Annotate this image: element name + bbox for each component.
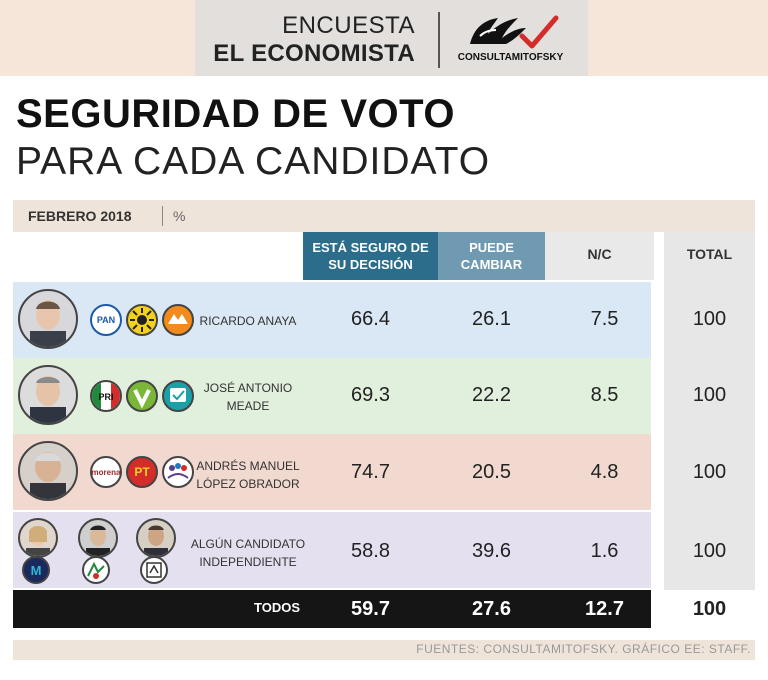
value-nc: 1.6 bbox=[590, 540, 619, 562]
col-header-seguro: ESTÁ SEGURO DE SU DECISIÓN bbox=[303, 232, 438, 280]
candidate-photo-meade bbox=[18, 365, 78, 425]
totals-nc: 12.7 bbox=[585, 598, 624, 620]
value-seguro: 74.7 bbox=[351, 461, 390, 483]
value-total: 100 bbox=[692, 461, 727, 483]
totals-puede: 27.6 bbox=[472, 598, 511, 620]
party-morena-icon: morena bbox=[90, 456, 122, 488]
candidate-photo-amlo bbox=[18, 441, 78, 501]
value-puede: 39.6 bbox=[472, 540, 511, 562]
totals-total: 100 bbox=[692, 598, 727, 620]
party-pt-icon: PT bbox=[126, 456, 158, 488]
candidate-photo-indep-2 bbox=[78, 518, 118, 558]
party-pri-icon: PRI bbox=[90, 380, 122, 412]
totals-bar bbox=[13, 590, 651, 628]
value-total: 100 bbox=[692, 308, 727, 330]
subheader-bar bbox=[13, 200, 755, 232]
candidate-name: JOSÉ ANTONIO MEADE bbox=[203, 381, 293, 413]
candidate-photo-indep-1 bbox=[18, 518, 58, 558]
value-nc: 7.5 bbox=[590, 308, 619, 330]
header-encuesta: ENCUESTA bbox=[282, 12, 415, 39]
value-puede: 20.5 bbox=[472, 461, 511, 483]
source-footer: FUENTES: CONSULTAMITOFSKY. GRÁFICO EE: S… bbox=[416, 642, 751, 656]
subheader-divider bbox=[162, 206, 163, 226]
consultamitofsky-logo-icon bbox=[460, 6, 570, 59]
logo-text: CONSULTAMITOFSKY bbox=[457, 52, 564, 63]
party-prd-icon bbox=[126, 304, 158, 336]
nc-header-bg bbox=[545, 232, 654, 280]
party-na-icon bbox=[162, 380, 194, 412]
candidate-name: RICARDO ANAYA bbox=[199, 314, 297, 328]
col-header-nc: N/C bbox=[587, 246, 612, 262]
value-nc: 8.5 bbox=[590, 384, 619, 406]
chart-subtitle: PARA CADA CANDIDATO bbox=[16, 140, 491, 183]
unit-label: % bbox=[173, 208, 186, 224]
value-seguro: 69.3 bbox=[351, 384, 390, 406]
party-indep-2-icon bbox=[82, 556, 110, 584]
value-puede: 26.1 bbox=[472, 308, 511, 330]
chart-title: SEGURIDAD DE VOTO bbox=[16, 92, 455, 136]
candidate-name: ALGÚN CANDIDATO INDEPENDIENTE bbox=[190, 537, 306, 569]
value-nc: 4.8 bbox=[590, 461, 619, 483]
value-puede: 22.2 bbox=[472, 384, 511, 406]
party-encuentro-icon bbox=[162, 456, 194, 488]
candidate-photo-anaya bbox=[18, 289, 78, 349]
value-total: 100 bbox=[692, 384, 727, 406]
value-total: 100 bbox=[692, 540, 727, 562]
total-column-bg bbox=[664, 232, 755, 590]
party-pan-icon: PAN bbox=[90, 304, 122, 336]
totals-seguro: 59.7 bbox=[351, 598, 390, 620]
svg-text:PRI: PRI bbox=[98, 392, 113, 402]
col-header-total: TOTAL bbox=[686, 246, 733, 262]
col-header-puede: PUEDE CAMBIAR bbox=[438, 232, 545, 280]
party-indep-3-icon bbox=[140, 556, 168, 584]
candidate-name: ANDRÉS MANUEL LÓPEZ OBRADOR bbox=[196, 459, 300, 491]
table-row bbox=[13, 512, 651, 588]
party-pvem-icon bbox=[126, 380, 158, 412]
value-seguro: 58.8 bbox=[351, 540, 390, 562]
party-movimiento-icon: M bbox=[22, 556, 50, 584]
footer-band bbox=[13, 640, 755, 660]
header-economista: EL ECONOMISTA bbox=[213, 40, 415, 67]
candidate-photo-indep-3 bbox=[136, 518, 176, 558]
totals-label: TODOS bbox=[254, 600, 300, 615]
header-divider bbox=[438, 12, 440, 68]
value-seguro: 66.4 bbox=[351, 308, 390, 330]
period-label: FEBRERO 2018 bbox=[28, 208, 132, 224]
party-mc-icon bbox=[162, 304, 194, 336]
